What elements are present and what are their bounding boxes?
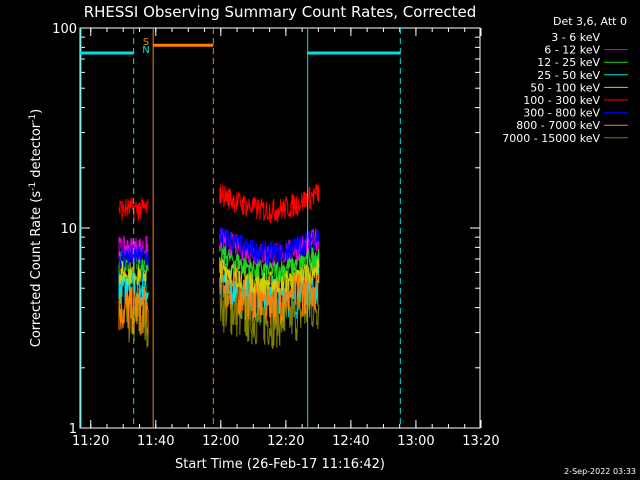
y-axis-label-sup1: -1 [28,182,38,191]
night-letter: N [142,45,149,56]
x-axis-label: Start Time (26-Feb-17 11:16:42) [175,457,385,472]
y-tick-label: 10 [60,222,77,237]
legend-label: 50 - 100 keV [530,81,600,94]
saa-letter: S [143,37,149,48]
x-tick-label: 11:40 [137,434,174,449]
y-axis-label-mid: detector [29,122,44,182]
series-trace [219,182,320,224]
footer-timestamp: 2-Sep-2022 03:33 [564,467,636,476]
series-trace [118,286,149,335]
x-tick-label: 12:20 [267,434,304,449]
data-traces [118,135,320,350]
legend-header: Det 3,6, Att 0 [553,15,627,28]
legend-label: 25 - 50 keV [537,69,600,82]
x-tick-label: 13:00 [397,434,434,449]
y-tick-label: 100 [52,22,77,37]
series-trace [219,227,320,266]
y-axis-label-end: ) [29,109,44,114]
x-tick-label: 12:40 [332,434,369,449]
legend-label: 800 - 7000 keV [516,119,600,132]
legend-label: 7000 - 15000 keV [502,132,600,145]
series-trace [118,244,149,269]
legend-label: 100 - 300 keV [523,94,600,107]
legend-label: 6 - 12 keV [544,44,600,57]
legend-label: 300 - 800 keV [523,107,600,120]
annotations [80,28,401,428]
y-axis-label-main: Corrected Count Rate (s [29,191,44,348]
y-tick-label: 1 [69,422,77,437]
x-tick-label: 11:20 [72,434,109,449]
x-tick-label: 12:00 [202,434,239,449]
legend-label: 12 - 25 keV [537,56,600,69]
y-axis-label-sup2: -1 [28,114,38,123]
series-trace [219,242,320,283]
axis-ticks: 1 10 100 11:20 11:40 12:00 12:20 12:40 13:00 13:2… [52,22,500,449]
series-trace [219,135,320,175]
series-trace [219,254,320,295]
y-axis-label: Corrected Count Rate (s-1 detector-1) [28,109,44,347]
legend-label: 3 - 6 keV [551,31,600,44]
plot-frame [79,27,481,429]
chart-title: RHESSI Observing Summary Count Rates, Co… [84,3,477,21]
x-tick-label: 13:20 [462,434,499,449]
